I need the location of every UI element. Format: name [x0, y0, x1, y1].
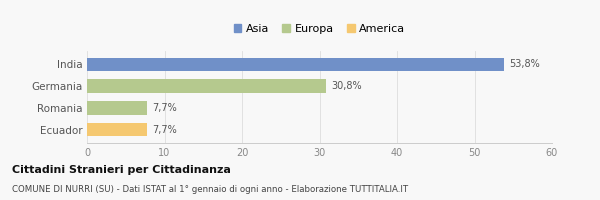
Text: 53,8%: 53,8% — [509, 59, 540, 69]
Text: Cittadini Stranieri per Cittadinanza: Cittadini Stranieri per Cittadinanza — [12, 165, 231, 175]
Text: 7,7%: 7,7% — [152, 103, 177, 113]
Bar — [87, 123, 146, 136]
Bar — [87, 79, 326, 93]
Bar — [87, 58, 504, 71]
Text: 7,7%: 7,7% — [152, 125, 177, 135]
Text: 30,8%: 30,8% — [331, 81, 362, 91]
Legend: Asia, Europa, America: Asia, Europa, America — [229, 19, 410, 38]
Bar — [87, 101, 146, 115]
Text: COMUNE DI NURRI (SU) - Dati ISTAT al 1° gennaio di ogni anno - Elaborazione TUTT: COMUNE DI NURRI (SU) - Dati ISTAT al 1° … — [12, 185, 408, 194]
